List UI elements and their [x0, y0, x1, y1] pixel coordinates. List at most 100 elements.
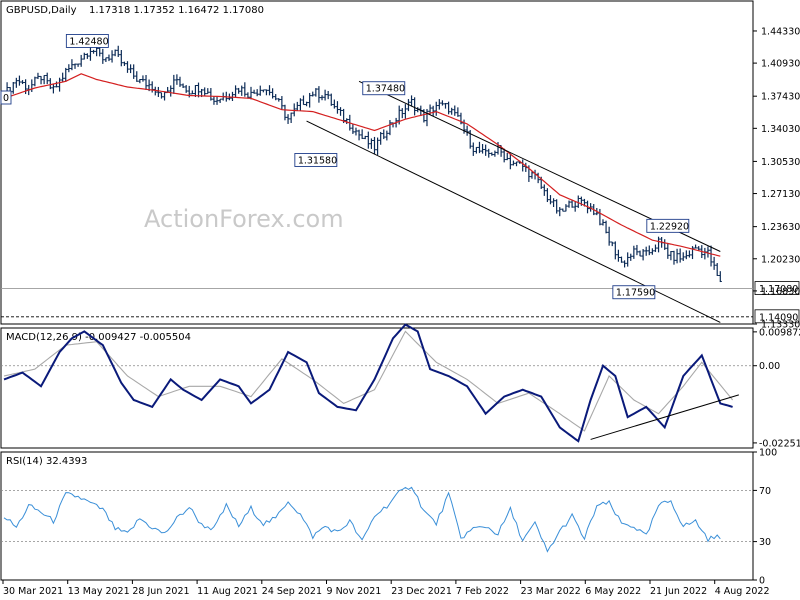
ohlc-bar — [715, 263, 719, 277]
rsi-axis: 100 70 30 0 — [753, 448, 777, 587]
ohlc-bar — [372, 136, 377, 155]
price-annotation: 1.37480 — [362, 81, 406, 96]
ohlc-bar — [271, 88, 275, 99]
current-price-box — [754, 281, 800, 295]
ohlc-bar — [332, 99, 336, 109]
ohlc-bar — [508, 153, 512, 170]
ohlc-bar — [230, 91, 235, 101]
rsi-tick-label: 30 — [759, 537, 771, 548]
date-tick-label: 9 Nov 2021 — [327, 586, 382, 597]
ohlc-bar — [638, 250, 642, 257]
annotation-label: 1.31580 — [298, 155, 337, 166]
ohlc-bar — [335, 101, 340, 114]
ohlc-bar — [301, 95, 306, 106]
annotation-label: 1.22920 — [650, 221, 689, 232]
ohlc-bar — [172, 74, 176, 94]
date-tick-label: 21 Jun 2022 — [650, 586, 707, 597]
ohlc-bar — [647, 245, 651, 256]
ohlc-bar — [104, 57, 108, 62]
ohlc-bar — [70, 59, 74, 71]
rsi-line — [3, 486, 721, 553]
moving-average-line — [3, 73, 721, 257]
ohlc-bar — [613, 241, 617, 260]
date-tick-label: 13 May 2021 — [68, 586, 130, 597]
price-panel: ActionForex.com GBPUSD,Daily 1.17318 1.1… — [0, 0, 800, 331]
ohlc-bar — [181, 83, 185, 88]
annotation-box — [646, 218, 690, 233]
ohlc-bar — [326, 90, 330, 100]
ohlc-bar — [684, 250, 688, 260]
ohlc-bar — [431, 105, 435, 116]
ohlc-bar — [11, 81, 15, 94]
ohlc-bar — [61, 72, 65, 83]
ohlc-bar — [209, 88, 213, 101]
ohlc-bar — [73, 63, 77, 69]
ohlc-bar — [144, 75, 148, 90]
ohlc-bar — [712, 256, 716, 270]
date-tick-label: 30 Mar 2021 — [3, 586, 63, 597]
date-tick-label: 4 Aug 2022 — [715, 586, 770, 597]
ohlc-bar — [669, 251, 673, 261]
ohlc-bar — [141, 75, 145, 82]
support-box — [754, 309, 800, 324]
ohlc-bar — [409, 95, 414, 107]
ohlc-bar — [110, 50, 114, 63]
ohlc-bar — [283, 104, 287, 121]
ohlc-bar — [490, 152, 494, 156]
ohlc-bar — [36, 72, 40, 80]
ohlc-bar — [255, 89, 259, 97]
ohlc-bar — [459, 112, 463, 125]
ohlc-bar — [619, 256, 624, 263]
ohlc-bar — [542, 184, 546, 196]
annotation-label: 1.37480 — [366, 84, 405, 95]
ohlc-bar — [113, 49, 117, 57]
price-tick-label: 1.44330 — [761, 26, 800, 37]
ohlc-bar — [437, 99, 441, 110]
ohlc-bar — [39, 75, 43, 85]
annotation-box — [362, 81, 406, 96]
ohlc-bar — [156, 86, 160, 98]
ohlc-bar — [718, 271, 722, 283]
ohlc-bar — [564, 204, 568, 212]
ohlc-bar — [607, 226, 611, 246]
ohlc-bar — [122, 61, 127, 66]
ohlc-bar — [536, 172, 540, 184]
ohlc-bar — [502, 148, 506, 163]
ohlc-bar — [484, 144, 488, 156]
ohlc-bar — [237, 87, 241, 94]
ohlc-bar — [576, 195, 580, 208]
macd-panel-frame — [0, 327, 754, 449]
annotation-label: 1.42480 — [69, 36, 108, 47]
ohlc-bar — [443, 103, 448, 109]
rsi-tick-label: 100 — [759, 448, 777, 459]
ohlc-bar — [286, 114, 290, 124]
price-tick-label: 1.37430 — [761, 92, 800, 103]
macd-tick-label: 0.00 — [759, 361, 780, 372]
macd-marks — [1, 323, 753, 443]
date-tick-label: 23 Mar 2022 — [521, 586, 581, 597]
ohlc-bar — [169, 85, 173, 97]
ohlc-bar — [277, 98, 281, 102]
ohlc-bar — [468, 130, 472, 149]
ohlc-bar — [274, 94, 278, 101]
ohlc-bar — [196, 82, 201, 98]
ohlc-bar — [320, 95, 324, 101]
macd-line — [3, 323, 733, 443]
date-tick-label: 28 Jun 2021 — [132, 586, 189, 597]
ohlc-bar — [357, 129, 361, 141]
ohlc-bar — [653, 244, 658, 252]
price-panel-frame — [0, 0, 754, 325]
price-tick-label: 1.23630 — [761, 222, 800, 233]
ohlc-bar — [434, 101, 438, 116]
macd-signal-line — [3, 330, 734, 432]
rsi-tick-label: 70 — [759, 486, 771, 497]
date-tick-label: 7 Feb 2022 — [456, 586, 509, 597]
ohlc-bar — [261, 89, 265, 93]
ohlc-bar — [548, 195, 553, 205]
ohlc-bar — [162, 92, 167, 101]
ohlc-bar — [17, 75, 22, 86]
ohlc-bar — [175, 74, 179, 85]
ohlc-bar — [264, 89, 269, 96]
rsi-panel: RSI(14) 32.4393 100 70 30 0 — [0, 448, 777, 587]
ohlc-bar — [203, 87, 207, 97]
